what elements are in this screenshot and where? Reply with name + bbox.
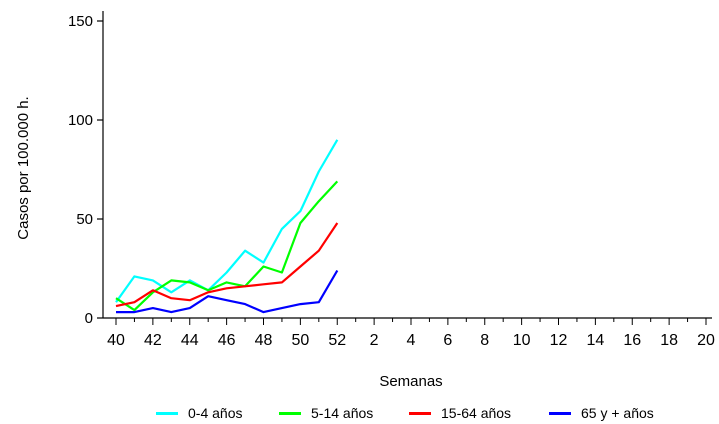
y-tick-label: 50	[76, 211, 93, 228]
x-tick-label: 46	[218, 332, 236, 349]
x-tick-label: 40	[107, 332, 125, 349]
y-tick-label: 100	[68, 112, 93, 129]
y-axis-label: Casos por 100.000 h.	[15, 96, 32, 239]
x-tick-label: 20	[697, 332, 715, 349]
y-tick-label: 0	[85, 310, 93, 327]
legend-swatch-0-4	[156, 411, 178, 415]
x-tick-label: 12	[550, 332, 568, 349]
x-tick-label: 8	[480, 332, 489, 349]
series-layer	[115, 139, 339, 314]
x-tick-label: 10	[513, 332, 531, 349]
legend-label-5-14: 5-14 años	[311, 405, 374, 421]
legend-item-0-4: 0-4 años	[156, 404, 242, 422]
x-tick-label: 16	[623, 332, 641, 349]
series-line-0	[115, 139, 339, 303]
legend-swatch-5-14	[279, 411, 301, 415]
x-axis: 40 42 44 46 48 50 52 2 4 6 8 10 12 14 16 18 20	[103, 317, 715, 349]
y-tick-label: 150	[68, 13, 93, 30]
x-tick-label: 18	[660, 332, 678, 349]
x-tick-label: 4	[407, 332, 416, 349]
series-line-3	[116, 269, 339, 314]
x-tick-label: 44	[181, 332, 199, 349]
x-tick-label: 48	[255, 332, 273, 349]
x-tick-label: 14	[586, 332, 604, 349]
legend-item-5-14: 5-14 años	[279, 404, 373, 422]
legend-item-15-64: 15-64 años	[409, 404, 511, 422]
x-tick-label: 52	[328, 332, 346, 349]
legend: 0-4 años 5-14 años 15-64 años 65 y + año…	[0, 404, 719, 424]
x-tick-label: 6	[443, 332, 452, 349]
legend-item-65-plus: 65 y + años	[549, 404, 654, 422]
legend-label-0-4: 0-4 años	[188, 405, 243, 421]
legend-swatch-15-64	[409, 411, 431, 415]
legend-label-65-plus: 65 y + años	[581, 405, 654, 421]
series-line-1	[115, 180, 339, 312]
series-line-2	[115, 222, 339, 308]
legend-label-15-64: 15-64 años	[441, 405, 512, 421]
x-tick-label: 42	[144, 332, 162, 349]
y-axis: 0 50 100 150	[68, 11, 104, 327]
x-tick-label: 50	[291, 332, 309, 349]
legend-swatch-65-plus	[549, 411, 571, 415]
x-axis-label: Semanas	[379, 373, 442, 390]
x-tick-label: 2	[370, 332, 379, 349]
